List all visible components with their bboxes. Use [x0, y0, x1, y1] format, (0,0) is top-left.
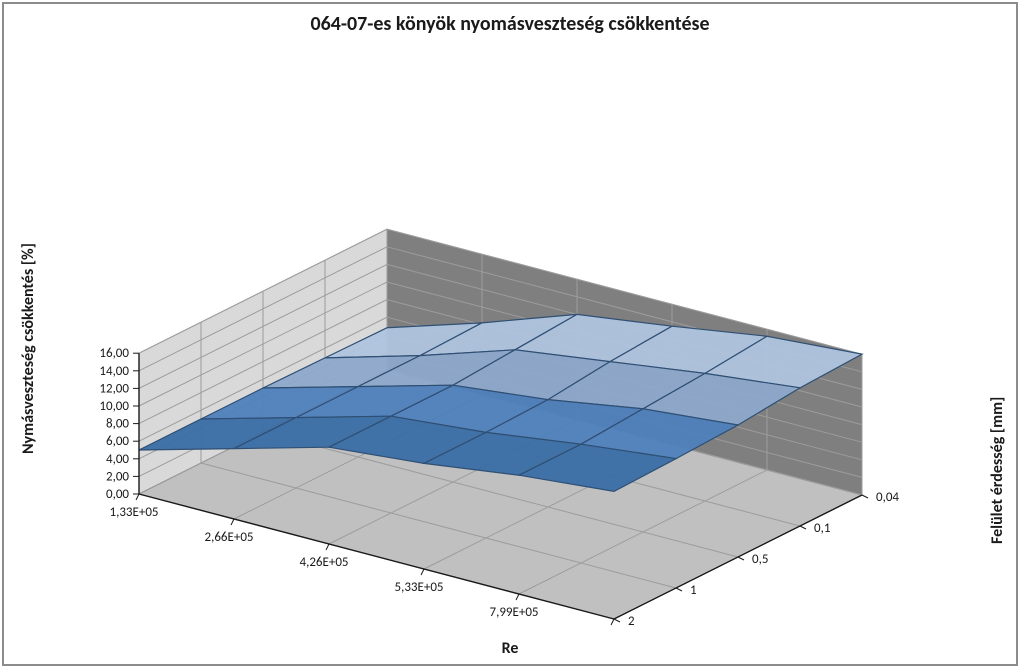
y-axis-label-wrap: Felület érdesség [mm]: [988, 304, 1008, 554]
svg-text:0,00: 0,00: [106, 487, 129, 502]
svg-text:4,00: 4,00: [106, 452, 129, 467]
svg-text:7,99E+05: 7,99E+05: [489, 605, 538, 620]
x-axis-label: Re: [4, 639, 1016, 658]
chart-frame: 064-07-es könyök nyomásveszteség csökken…: [2, 2, 1018, 666]
y-axis-label: Felület érdesség [mm]: [988, 397, 1007, 544]
svg-text:8,00: 8,00: [106, 417, 129, 432]
svg-text:2: 2: [628, 614, 635, 629]
svg-text:1,33E+05: 1,33E+05: [109, 505, 158, 520]
svg-text:2,00: 2,00: [106, 469, 129, 484]
svg-text:0,1: 0,1: [814, 521, 830, 536]
chart-title: 064-07-es könyök nyomásveszteség csökken…: [4, 12, 1016, 36]
svg-text:10,00: 10,00: [99, 399, 129, 414]
svg-text:2,66E+05: 2,66E+05: [204, 530, 253, 545]
svg-text:16,00: 16,00: [99, 346, 129, 361]
svg-text:5,33E+05: 5,33E+05: [394, 580, 443, 595]
svg-text:0,04: 0,04: [876, 490, 899, 505]
svg-text:0,5: 0,5: [752, 552, 768, 567]
svg-text:12,00: 12,00: [99, 381, 129, 396]
svg-text:14,00: 14,00: [99, 364, 129, 379]
z-axis-label-wrap: Nymásveszteség csökkentés [%]: [19, 114, 39, 454]
z-axis-label: Nymásveszteség csökkentés [%]: [19, 243, 38, 454]
svg-text:6,00: 6,00: [106, 434, 129, 449]
surface-svg: 0,00 2,00 4,00 6,00 8,00 10,00 12,00 14,00 16,00…: [34, 49, 994, 629]
plot-area: 0,00 2,00 4,00 6,00 8,00 10,00 12,00 14,00 16,00…: [34, 49, 994, 629]
svg-text:4,26E+05: 4,26E+05: [299, 555, 348, 570]
svg-text:1: 1: [690, 583, 697, 598]
